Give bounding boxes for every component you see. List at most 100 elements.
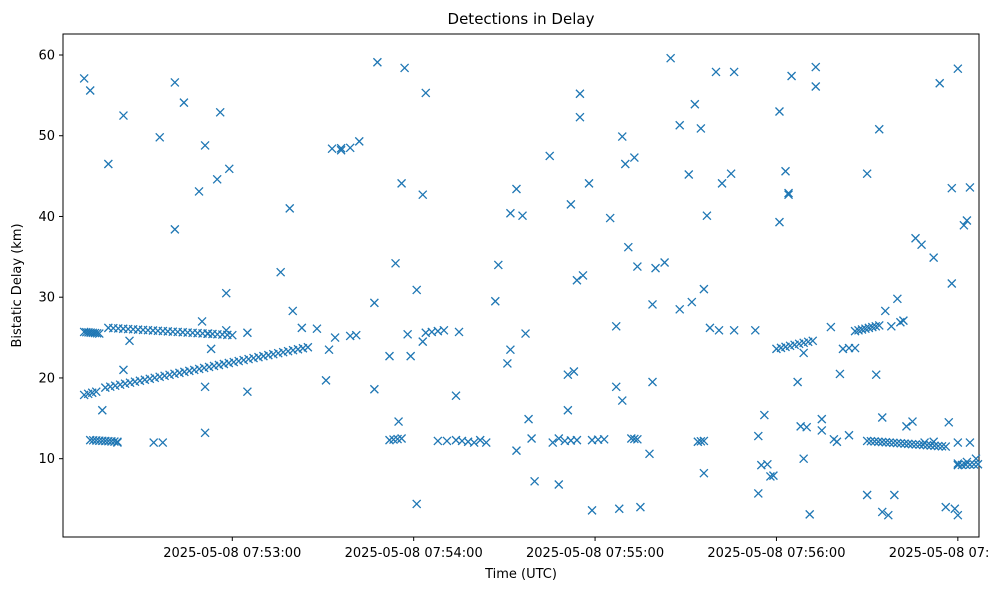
data-point: [937, 441, 947, 451]
data-point: [418, 337, 428, 347]
data-point: [351, 330, 361, 340]
data-point: [971, 454, 981, 464]
data-point: [324, 345, 334, 355]
y-tick-label: 10: [38, 452, 55, 467]
data-point: [530, 476, 540, 486]
data-point: [297, 323, 307, 333]
data-point: [572, 275, 582, 285]
data-point: [929, 437, 939, 447]
data-point: [412, 285, 422, 295]
data-point: [490, 296, 500, 306]
data-point: [870, 437, 880, 446]
data-point: [953, 438, 963, 447]
data-point: [369, 384, 379, 394]
data-point: [864, 323, 874, 333]
data-point: [629, 434, 639, 444]
data-point: [475, 435, 485, 445]
data-point: [611, 321, 621, 331]
data-point: [862, 169, 872, 179]
data-point: [527, 434, 537, 443]
data-point: [953, 510, 963, 520]
data-point: [632, 262, 642, 271]
x-tick-label: 2025-05-08 07:57:00: [889, 546, 989, 561]
data-point: [648, 300, 657, 309]
data-point: [288, 306, 298, 316]
data-point: [699, 284, 709, 294]
data-point: [953, 459, 963, 468]
data-point: [929, 253, 939, 263]
data-point: [197, 316, 207, 326]
data-point: [321, 375, 331, 385]
data-point: [336, 143, 346, 153]
data-point: [866, 436, 876, 446]
data-point: [575, 112, 585, 122]
data-point: [753, 431, 763, 441]
data-point: [947, 279, 957, 288]
data-point: [944, 417, 954, 427]
y-axis-label: Bistatic Delay (km): [10, 223, 25, 347]
data-point: [857, 325, 867, 334]
data-point: [873, 437, 883, 447]
data-point: [953, 64, 963, 74]
data-point: [862, 436, 872, 446]
data-point: [635, 502, 645, 512]
data-point: [874, 124, 884, 134]
data-point: [699, 436, 709, 446]
data-point: [548, 438, 558, 447]
data-point: [155, 132, 165, 142]
data-point: [442, 436, 452, 446]
x-axis-ticks: 2025-05-08 07:53:00 2025-05-08 07:54:00 20…: [163, 537, 989, 561]
data-point: [675, 120, 685, 130]
data-point: [227, 330, 237, 340]
chart-title: Detections in Delay: [448, 10, 595, 28]
data-point: [781, 166, 790, 176]
data-point: [645, 449, 654, 459]
data-point: [651, 263, 660, 273]
data-point: [962, 457, 972, 467]
data-point: [200, 428, 210, 438]
data-point: [505, 208, 515, 218]
data-point: [696, 436, 706, 446]
y-tick-label: 50: [38, 129, 55, 144]
data-point: [907, 439, 917, 449]
data-point: [811, 82, 821, 91]
data-point: [850, 343, 860, 353]
data-point: [611, 382, 621, 392]
y-axis-ticks: 10 20 30 40 50 60: [38, 48, 63, 467]
data-point: [617, 132, 627, 141]
data-point: [312, 324, 322, 334]
data-point: [885, 438, 895, 447]
data-point: [799, 454, 809, 464]
data-point: [421, 88, 431, 98]
data-point: [566, 199, 576, 209]
data-point: [699, 468, 709, 478]
data-point: [826, 322, 836, 332]
data-point: [469, 438, 479, 447]
data-point: [221, 325, 231, 335]
data-point: [835, 369, 845, 379]
data-point: [660, 258, 670, 267]
data-point: [811, 62, 821, 72]
x-tick-label: 2025-05-08 07:53:00: [163, 546, 301, 561]
data-point: [92, 328, 102, 338]
data-point: [336, 145, 346, 155]
data-point: [941, 502, 951, 512]
data-point: [947, 183, 957, 193]
data-point: [493, 260, 503, 270]
data-point: [883, 510, 893, 520]
data-point: [554, 480, 564, 489]
data-point: [521, 329, 530, 338]
data-point: [97, 405, 107, 415]
data-point: [179, 98, 189, 108]
plot-area: [62, 33, 980, 538]
data-point: [765, 471, 775, 481]
data-point: [109, 437, 119, 447]
data-point: [911, 439, 921, 449]
data-point: [242, 328, 252, 338]
data-point: [578, 270, 588, 280]
axes-frame: [62, 33, 980, 538]
data-point: [103, 159, 113, 169]
data-point: [512, 446, 521, 456]
